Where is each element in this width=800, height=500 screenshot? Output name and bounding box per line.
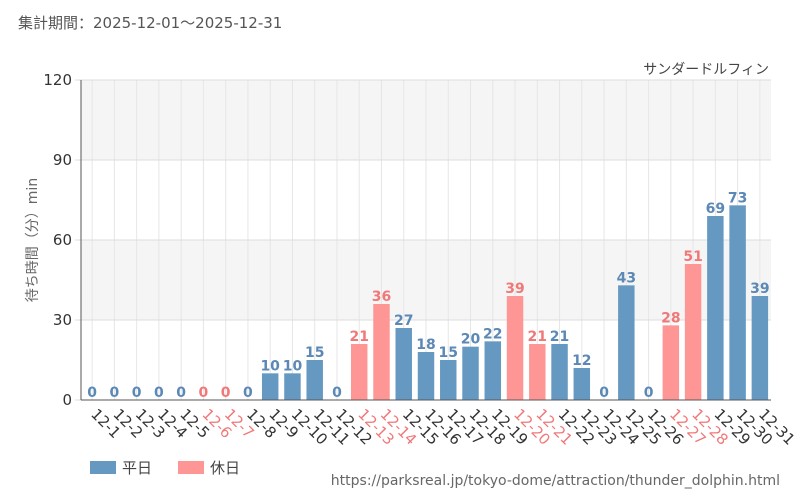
bar-value-label: 21 (349, 329, 368, 345)
bar (506, 296, 524, 400)
bar (261, 373, 279, 400)
bar-value-label: 28 (661, 310, 680, 326)
bar-value-label: 0 (132, 385, 142, 401)
bar (573, 368, 591, 400)
bar (395, 328, 412, 400)
bar (462, 346, 479, 400)
bar-value-label: 15 (439, 345, 458, 361)
bar-value-label: 0 (199, 385, 209, 401)
y-tick-label: 60 (53, 231, 72, 249)
bar-value-label: 20 (461, 332, 481, 348)
legend-holiday-label: 休日 (210, 459, 241, 477)
bar (417, 352, 435, 400)
bar-value-label: 18 (416, 337, 435, 353)
bar (284, 373, 301, 400)
legend-weekday-label: 平日 (122, 459, 153, 477)
bar-value-label: 10 (260, 358, 280, 374)
legend-weekday-swatch (90, 461, 116, 474)
legend: 平日 休日 (90, 457, 240, 478)
bar (529, 344, 546, 400)
bar (729, 205, 746, 400)
bar-value-label: 43 (617, 270, 636, 286)
y-tick-labels: 0 30 60 90 120 (43, 71, 72, 409)
bar (484, 341, 502, 400)
bar-value-label: 0 (221, 385, 231, 401)
bar (662, 325, 680, 400)
bar-value-label: 39 (505, 281, 524, 297)
chart-title: サンダードルフィン (643, 62, 769, 78)
bar (306, 360, 323, 400)
bar-value-label: 15 (305, 345, 324, 361)
legend-holiday: 休日 (178, 457, 240, 478)
y-tick-label: 120 (43, 71, 72, 89)
y-tick-label: 0 (62, 391, 72, 409)
source-url: https://parksreal.jp/tokyo-dome/attracti… (330, 473, 780, 489)
bar-value-label: 0 (154, 385, 164, 401)
bars (261, 205, 769, 400)
bar-value-label: 12 (572, 353, 591, 369)
bar-value-label: 22 (483, 326, 502, 342)
bar-value-label: 0 (644, 385, 654, 401)
bar-value-label: 0 (176, 385, 186, 401)
bar (684, 264, 702, 400)
x-tick-labels: 12-112-212-312-412-512-612-712-812-912-1… (87, 405, 798, 449)
bar-value-label: 0 (332, 385, 342, 401)
bar (618, 285, 635, 400)
bar-value-label: 27 (394, 313, 413, 329)
legend-holiday-swatch (178, 461, 205, 474)
bar-value-label: 69 (706, 201, 725, 217)
bar-value-label: 0 (110, 385, 120, 401)
bar-value-label: 51 (683, 249, 702, 265)
bar (350, 344, 368, 400)
bar-value-label: 36 (372, 289, 391, 305)
bar-value-label: 21 (528, 329, 547, 345)
bar (373, 304, 390, 400)
y-tick-label: 30 (53, 311, 72, 329)
bar (707, 216, 724, 400)
bar (440, 360, 457, 400)
bar (751, 296, 769, 400)
bar-value-label: 73 (728, 190, 747, 206)
bar-value-label: 0 (87, 385, 97, 401)
legend-weekday: 平日 (90, 457, 152, 478)
bar (551, 344, 568, 400)
bar-value-label: 39 (750, 281, 769, 297)
bar-value-label: 10 (283, 358, 303, 374)
y-tick-label: 90 (53, 151, 72, 169)
period-label: 集計期間：2025-12-01～2025-12-31 (18, 14, 283, 32)
bar-value-label: 21 (550, 329, 569, 345)
bar-value-label: 0 (599, 385, 609, 401)
bar-value-label: 0 (243, 385, 253, 401)
